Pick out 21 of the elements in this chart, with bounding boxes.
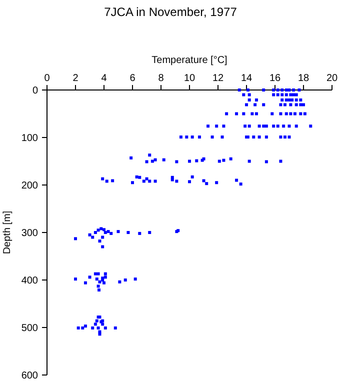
y-tick-label: 500 <box>21 323 38 334</box>
y-axis-title: Depth [m] <box>2 210 13 254</box>
x-tick-label: 6 <box>130 73 136 84</box>
y-tick-label: 400 <box>21 276 38 286</box>
x-tick-label: 2 <box>72 73 79 84</box>
x-tick-label: 20 <box>326 73 338 84</box>
y-tick-label: 200 <box>21 180 38 192</box>
y-tick-label: 600 <box>21 370 38 382</box>
y-tick-label: 300 <box>21 228 38 239</box>
x-tick-label: 8 <box>158 73 164 84</box>
x-tick-label: 14 <box>240 73 252 84</box>
x-tick-label: 18 <box>298 73 310 84</box>
y-tick-label: 100 <box>21 133 38 144</box>
x-axis-title: Temperature [°C] <box>152 55 228 66</box>
x-tick-label: 0 <box>44 73 50 84</box>
x-tick-label: 12 <box>212 73 224 84</box>
x-tick-label: 4 <box>101 73 108 84</box>
y-tick-label: 0 <box>32 86 38 96</box>
x-tick-label: 16 <box>269 73 281 84</box>
chart-title: 7JCA in November, 1977 <box>104 5 238 19</box>
x-tick-label: 10 <box>184 73 196 84</box>
